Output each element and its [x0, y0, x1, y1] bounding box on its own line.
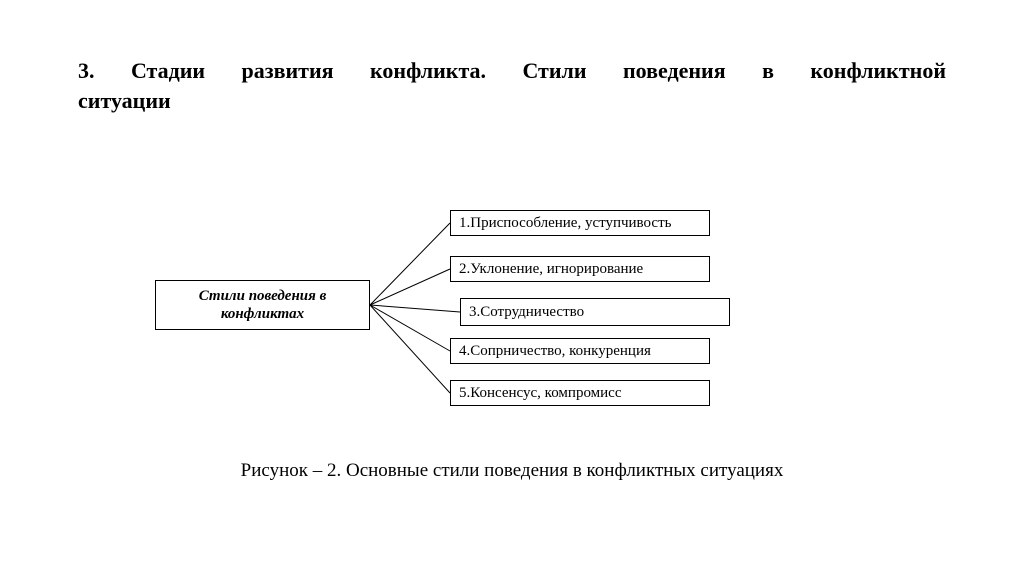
target-label: 4.Сопрничество, конкуренция: [459, 343, 651, 360]
target-node-2: 2.Уклонение, игнорирование: [450, 256, 710, 282]
edge: [370, 305, 450, 351]
target-node-3: 3.Сотрудничество: [460, 298, 730, 326]
title-line-1: 3. Стадии развития конфликта. Стили пове…: [78, 56, 946, 86]
page: 3. Стадии развития конфликта. Стили пове…: [0, 0, 1024, 574]
edge: [370, 305, 450, 393]
target-node-5: 5.Консенсус, компромисс: [450, 380, 710, 406]
edge: [370, 305, 460, 312]
edge: [370, 223, 450, 305]
target-label: 1.Приспособление, уступчивость: [459, 215, 671, 232]
target-label: 3.Сотрудничество: [469, 304, 584, 321]
figure-caption: Рисунок – 2. Основные стили поведения в …: [0, 460, 1024, 482]
diagram: Стили поведения в конфликтах 1.Приспособ…: [155, 210, 875, 430]
source-label: Стили поведения в конфликтах: [162, 287, 363, 323]
target-node-4: 4.Сопрничество, конкуренция: [450, 338, 710, 364]
target-label: 5.Консенсус, компромисс: [459, 385, 622, 402]
title-line-2: ситуации: [78, 86, 946, 116]
target-node-1: 1.Приспособление, уступчивость: [450, 210, 710, 236]
edge: [370, 269, 450, 305]
caption-text: Рисунок – 2. Основные стили поведения в …: [241, 460, 784, 481]
target-label: 2.Уклонение, игнорирование: [459, 261, 643, 278]
source-node: Стили поведения в конфликтах: [155, 280, 370, 330]
page-title: 3. Стадии развития конфликта. Стили пове…: [78, 56, 946, 115]
